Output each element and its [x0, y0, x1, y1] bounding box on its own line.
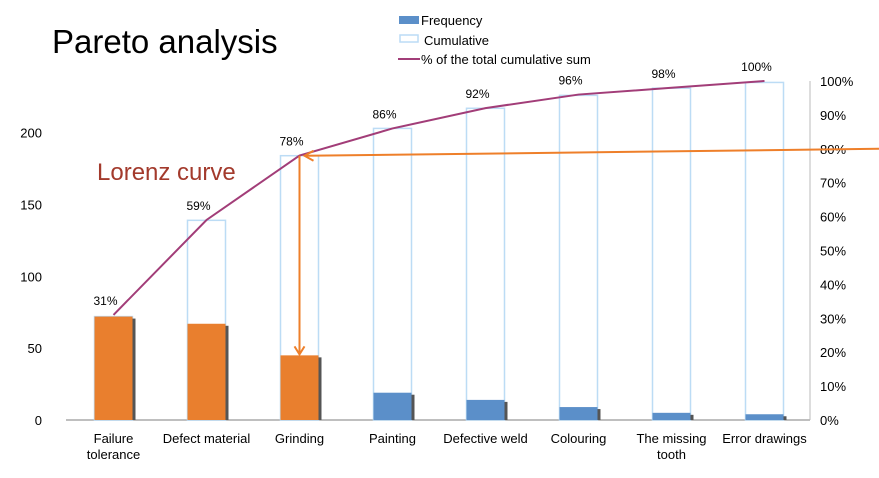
- right-axis-tick: 50%: [820, 244, 846, 259]
- percent-label: 100%: [741, 60, 772, 74]
- legend-swatch-cumulative: [399, 34, 419, 43]
- right-axis-tick: 70%: [820, 176, 846, 191]
- right-axis-tick: 10%: [820, 379, 846, 394]
- right-axis-tick: 100%: [820, 74, 854, 89]
- frequency-bar: [466, 399, 505, 420]
- frequency-bar: [94, 316, 133, 420]
- cumulative-percent-line: [112, 80, 765, 316]
- right-axis-tick: 40%: [820, 277, 846, 292]
- left-axis-tick: 50: [28, 341, 42, 356]
- left-axis-tick: 100: [20, 269, 42, 284]
- threshold-arrow: [305, 147, 879, 157]
- legend-label-cumulative: Cumulative: [424, 33, 489, 48]
- category-label: Defect material: [163, 431, 251, 446]
- left-axis-tick: 150: [20, 198, 42, 213]
- percent-label: 86%: [372, 107, 396, 121]
- percent-label: 31%: [93, 294, 117, 308]
- frequency-bar: [652, 412, 691, 420]
- cumulative-bar: [465, 107, 506, 421]
- cumulative-bar: [372, 127, 413, 421]
- frequency-bar: [280, 355, 319, 420]
- right-axis-tick: 60%: [820, 210, 846, 225]
- legend-label-frequency: Frequency: [421, 13, 483, 28]
- category-label: tooth: [657, 447, 686, 462]
- percent-label: 96%: [558, 74, 582, 88]
- category-label: Colouring: [551, 431, 607, 446]
- percent-label: 78%: [279, 135, 303, 149]
- right-axis-tick: 90%: [820, 108, 846, 123]
- frequency-bar: [187, 323, 226, 420]
- right-axis-tick: 20%: [820, 345, 846, 360]
- percent-label: 98%: [651, 67, 675, 81]
- right-axis-tick: 30%: [820, 311, 846, 326]
- percent-label: 59%: [186, 199, 210, 213]
- arrowhead-down-icon: [293, 345, 306, 357]
- legend: Frequency Cumulative % of the total cumu…: [398, 13, 591, 67]
- frequency-bar: [559, 407, 598, 420]
- arrowhead-left-icon: [302, 149, 314, 162]
- left-axis-tick: 0: [35, 413, 42, 428]
- cumulative-bar: [558, 94, 599, 421]
- legend-swatch-frequency: [399, 16, 419, 24]
- legend-label-percent: % of the total cumulative sum: [421, 52, 591, 67]
- category-label: Error drawings: [722, 431, 807, 446]
- percent-label: 92%: [465, 87, 489, 101]
- category-label: Failure: [94, 431, 134, 446]
- frequency-bar: [373, 392, 412, 420]
- category-label: The missing: [636, 431, 706, 446]
- cumulative-bar: [651, 87, 692, 421]
- category-label: Painting: [369, 431, 416, 446]
- left-axis-tick: 200: [20, 126, 42, 141]
- category-label: tolerance: [87, 447, 140, 462]
- category-label: Defective weld: [443, 431, 528, 446]
- lorenz-curve-annotation: Lorenz curve: [97, 159, 236, 186]
- right-axis-tick: 0%: [820, 413, 839, 428]
- chart-title: Pareto analysis: [52, 23, 278, 60]
- cumulative-bar: [744, 81, 785, 421]
- frequency-bar: [745, 414, 784, 420]
- category-label: Grinding: [275, 431, 324, 446]
